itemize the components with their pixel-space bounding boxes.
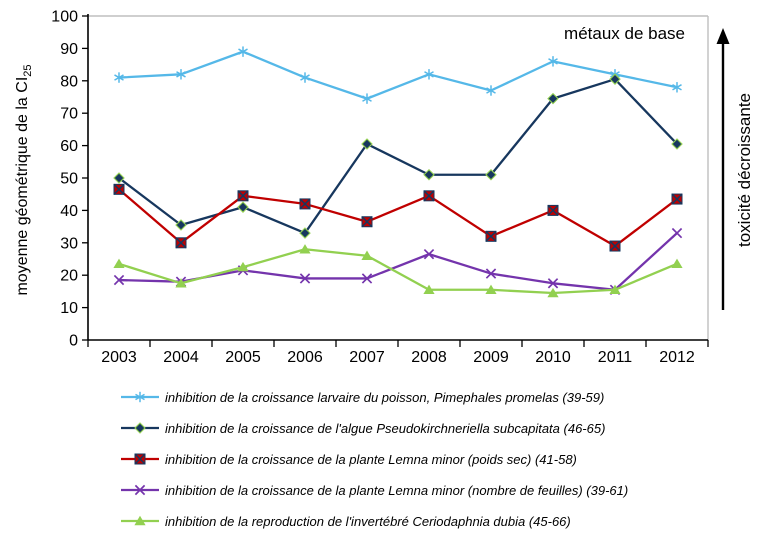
data-point-marker xyxy=(361,250,373,260)
y-tick-label: 0 xyxy=(69,333,78,350)
up-arrow-icon xyxy=(716,28,730,310)
data-point-marker xyxy=(361,216,373,228)
data-point-marker xyxy=(176,69,186,80)
legend-marker-icon xyxy=(121,515,159,526)
x-tick-label: 2012 xyxy=(659,349,695,366)
y-axis-title-subscript: 25 xyxy=(22,64,35,77)
y-tick-label: 20 xyxy=(60,268,78,285)
data-point-marker xyxy=(485,230,497,242)
data-point-marker xyxy=(237,201,249,213)
x-tick-label: 2004 xyxy=(163,349,199,366)
legend-label: inhibition de la croissance de la plante… xyxy=(165,482,629,498)
y-tick-label: 10 xyxy=(60,300,78,317)
data-point-marker xyxy=(299,198,311,210)
x-tick-label: 2008 xyxy=(411,349,447,366)
data-point-marker xyxy=(671,258,683,269)
y-axis-title: moyenne géométrique de la CI25 xyxy=(14,15,34,345)
x-tick-label: 2011 xyxy=(598,349,633,366)
legend-marker-icon xyxy=(121,422,159,434)
data-point-marker xyxy=(361,138,373,150)
legend-marker-icon xyxy=(121,484,159,496)
x-axis: 2003 2004 2005 2006 2007 2008 2009 2010 2011 2012 xyxy=(87,340,709,366)
data-point-marker xyxy=(175,219,187,231)
data-point-marker xyxy=(113,183,125,195)
data-point-marker xyxy=(424,69,434,80)
data-point-marker xyxy=(113,258,125,269)
data-point-marker xyxy=(299,244,311,254)
x-tick-label: 2007 xyxy=(349,349,385,366)
data-point-marker xyxy=(299,227,311,239)
legend-marker-icon xyxy=(121,391,159,403)
data-point-marker xyxy=(175,237,187,249)
data-point-marker xyxy=(485,284,497,294)
data-point-marker xyxy=(609,284,621,294)
data-point-marker xyxy=(547,278,559,289)
data-point-marker xyxy=(238,46,248,57)
x-tick-label: 2005 xyxy=(225,349,261,366)
legend-item-3: inhibition de la croissance de la plante… xyxy=(120,481,628,499)
y-tick-label: 60 xyxy=(60,138,78,155)
y-tick-label: 80 xyxy=(60,73,78,90)
data-point-marker xyxy=(237,261,249,272)
legend-item-0: inhibition de la croissance larvaire du … xyxy=(120,388,628,406)
legend-marker-icon xyxy=(121,453,159,465)
x-tick-label: 2010 xyxy=(535,349,571,366)
legend-item-2: inhibition de la croissance de la plante… xyxy=(120,450,628,468)
series-2 xyxy=(113,183,683,252)
data-point-marker xyxy=(547,92,559,105)
data-point-marker xyxy=(671,227,683,239)
data-point-marker xyxy=(423,190,435,202)
legend-item-4: inhibition de la reproduction de l'inver… xyxy=(120,512,628,530)
toxicity-axis-label: toxicité décroissante xyxy=(735,92,754,248)
data-point-marker xyxy=(299,273,311,284)
y-tick-label: 40 xyxy=(60,203,78,220)
series-4 xyxy=(113,244,683,298)
data-point-marker xyxy=(609,73,621,85)
data-point-marker xyxy=(113,172,125,184)
legend-label: inhibition de la croissance de la plante… xyxy=(165,451,577,467)
data-point-marker xyxy=(547,204,559,216)
x-tick-label: 2009 xyxy=(473,349,509,366)
chart-legend: inhibition de la croissance larvaire du … xyxy=(120,388,628,543)
data-point-marker xyxy=(671,193,683,205)
data-point-marker xyxy=(547,287,559,298)
legend-label: inhibition de la croissance larvaire du … xyxy=(165,389,605,405)
y-axis: 0 10 20 30 40 50 60 70 80 90 100 xyxy=(51,9,88,350)
data-point-marker xyxy=(423,284,435,294)
chart-annotation: métaux de base xyxy=(564,24,685,43)
data-point-marker xyxy=(237,190,249,202)
y-tick-label: 30 xyxy=(60,235,78,252)
y-tick-label: 100 xyxy=(51,9,78,26)
series-3 xyxy=(113,227,683,295)
y-tick-label: 50 xyxy=(60,171,78,188)
data-point-marker xyxy=(609,240,621,252)
legend-label: inhibition de la croissance de l'algue P… xyxy=(165,420,606,436)
data-point-marker xyxy=(485,168,497,181)
data-point-marker xyxy=(361,273,373,284)
series-1 xyxy=(113,73,683,239)
data-point-marker xyxy=(362,93,372,104)
series-0 xyxy=(114,46,682,104)
y-axis-title-text: moyenne géométrique de la CI xyxy=(14,76,31,296)
data-point-marker xyxy=(175,278,187,288)
legend-item-1: inhibition de la croissance de l'algue P… xyxy=(120,419,628,437)
y-tick-label: 90 xyxy=(60,41,78,58)
data-point-marker xyxy=(485,268,497,279)
x-tick-label: 2006 xyxy=(287,349,323,366)
data-point-marker xyxy=(423,248,435,260)
data-point-marker xyxy=(671,138,683,150)
data-point-marker xyxy=(114,72,124,83)
data-point-marker xyxy=(423,168,435,181)
x-tick-label: 2003 xyxy=(101,349,137,366)
data-point-marker xyxy=(300,72,310,83)
data-point-marker xyxy=(113,274,125,286)
data-point-marker xyxy=(486,85,496,96)
legend-label: inhibition de la reproduction de l'inver… xyxy=(165,513,571,529)
data-point-marker xyxy=(548,56,558,67)
data-point-marker xyxy=(672,82,682,93)
y-tick-label: 70 xyxy=(60,106,78,123)
plot-border xyxy=(88,15,709,340)
